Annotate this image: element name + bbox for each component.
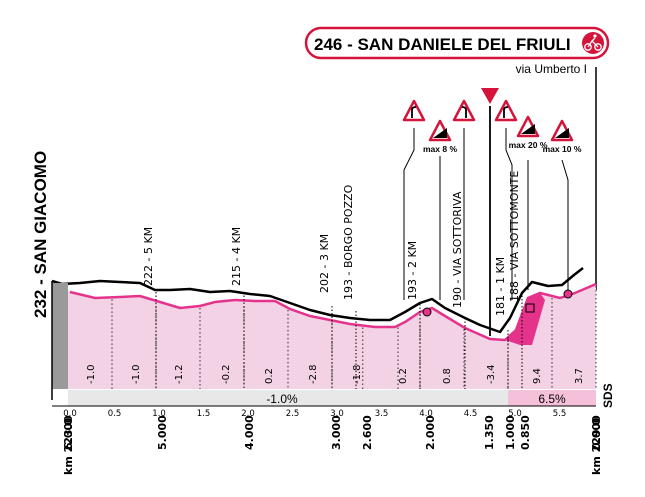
start-km: km 223.0 <box>62 417 75 475</box>
finish-title: 246 - SAN DANIELE DEL FRIULI <box>314 35 571 54</box>
header-badge <box>304 26 610 60</box>
km-tick: 3.0 <box>330 409 344 419</box>
segment-gradient: -1.0 <box>131 364 142 384</box>
sign-label: max 20 % <box>509 140 548 150</box>
sds-label: SDS <box>601 383 615 408</box>
finish-subtitle: via Umberto I <box>516 62 587 76</box>
segment-gradient: -1.2 <box>174 364 185 384</box>
sign-leader <box>403 128 415 300</box>
segment-gradient: -1.8 <box>352 364 363 384</box>
waypoint-label: 181 - 1 KM <box>494 257 507 316</box>
sign-label: max 10 % <box>543 144 582 154</box>
remaining-distance: 1.350 <box>483 415 496 450</box>
start-label: 232 - SAN GIACOMO <box>31 151 50 318</box>
end-km: km 229.0 <box>590 417 603 475</box>
steep-ascent-icon: max 10 % <box>543 119 582 154</box>
km-tick: 0.0 <box>63 409 77 419</box>
segment-gradient: 9.4 <box>532 368 543 384</box>
km-tick: 2.5 <box>286 409 300 419</box>
finish-header: 246 - SAN DANIELE DEL FRIULI via Umberto… <box>304 26 610 290</box>
remaining-distance: 1.000 <box>504 415 517 450</box>
remaining-distance: 0.000 <box>590 415 603 450</box>
remaining-distance: 4.000 <box>243 415 256 450</box>
waypoints: 222 - 5 KM 215 - 4 KM 202 - 3 KM 193 - BORG… <box>142 171 523 389</box>
segment-gradient: -3.4 <box>486 364 497 384</box>
remaining-distance: 2.000 <box>424 415 437 450</box>
sign-leader <box>505 128 513 300</box>
waypoint-label: 190 - VIA SOTTORIVA <box>451 191 464 308</box>
segment-gradient: -2.8 <box>308 364 319 384</box>
km-tick: 2.0 <box>241 409 255 419</box>
steep-ascent-icon: max 8 % <box>423 119 457 154</box>
segment-gradient: -1.0 <box>86 364 97 384</box>
right-bend-icon <box>494 99 518 122</box>
flamme-rouge-icon <box>481 88 499 336</box>
steep-marker <box>525 303 535 313</box>
waypoint-label: 193 - 2 KM <box>406 241 419 300</box>
road-line <box>51 267 584 334</box>
waypoint-label: 193 - BORGO POZZO <box>342 184 355 300</box>
segment-gradient: -0.2 <box>221 364 232 384</box>
sign-leader <box>561 159 569 290</box>
gradient-bar-grey <box>68 390 508 406</box>
waypoint-label: 202 - 3 KM <box>318 234 331 293</box>
climb-marker <box>422 307 432 317</box>
left-gradient: -1.0% <box>266 392 298 406</box>
segment-gradient: 0.8 <box>442 368 453 384</box>
km-ticks: 0.0 0.5 1.0 1.5 2.0 2.5 3.0 3.5 4.0 4.5 5.0 5.5 <box>63 409 566 419</box>
elevation-profile <box>51 267 597 400</box>
start-block <box>52 283 68 389</box>
right-bend-icon <box>402 99 426 122</box>
km-tick: 4.5 <box>464 409 478 419</box>
cyclist-finish-icon <box>582 32 604 54</box>
remaining-distances: 6.000 5.000 4.000 3.000 2.600 2.000 1.350 1.000… <box>62 415 603 475</box>
km-tick: 0.5 <box>108 409 122 419</box>
km-tick: 5.5 <box>553 409 567 419</box>
remaining-distance: 3.000 <box>330 415 343 450</box>
sign-label: max 8 % <box>423 144 457 154</box>
km-tick: 4.0 <box>419 409 433 419</box>
waypoint-label: 215 - 4 KM <box>230 227 243 286</box>
road-signs: max 8 % max 20 %max 10 % <box>402 88 582 336</box>
segment-gradient: 0.2 <box>398 368 409 384</box>
remaining-distance: 6.000 <box>62 415 75 450</box>
segment-gradients: -1.0 -1.0 -1.2 -0.2 0.2 -2.8 -1.8 0.2 0.8 -3.4 9.4… <box>86 364 585 384</box>
remaining-distance: 2.600 <box>361 415 374 450</box>
segment-gradient: 0.2 <box>264 368 275 384</box>
km-tick: 1.0 <box>152 409 166 419</box>
steep-ascent-icon: max 20 % <box>509 115 548 150</box>
segment-gradient: 3.7 <box>574 368 585 384</box>
profile-gradient-line <box>69 282 597 342</box>
climb-marker <box>563 289 573 299</box>
km-tick: 3.5 <box>375 409 389 419</box>
remaining-distance: 0.850 <box>519 415 532 450</box>
km-tick: 5.0 <box>508 409 522 419</box>
remaining-distance: 5.000 <box>156 415 169 450</box>
waypoint-label: 188 - VIA SOTTOMONTE <box>508 171 521 302</box>
right-gradient: 6.5% <box>538 392 566 406</box>
km-tick: 1.5 <box>197 409 211 419</box>
waypoint-label: 222 - 5 KM <box>142 227 155 286</box>
gradient-bar-pink <box>508 390 596 406</box>
left-bend-icon <box>452 99 476 122</box>
gradient-bar: -1.0% 6.5% SDS <box>52 383 615 408</box>
